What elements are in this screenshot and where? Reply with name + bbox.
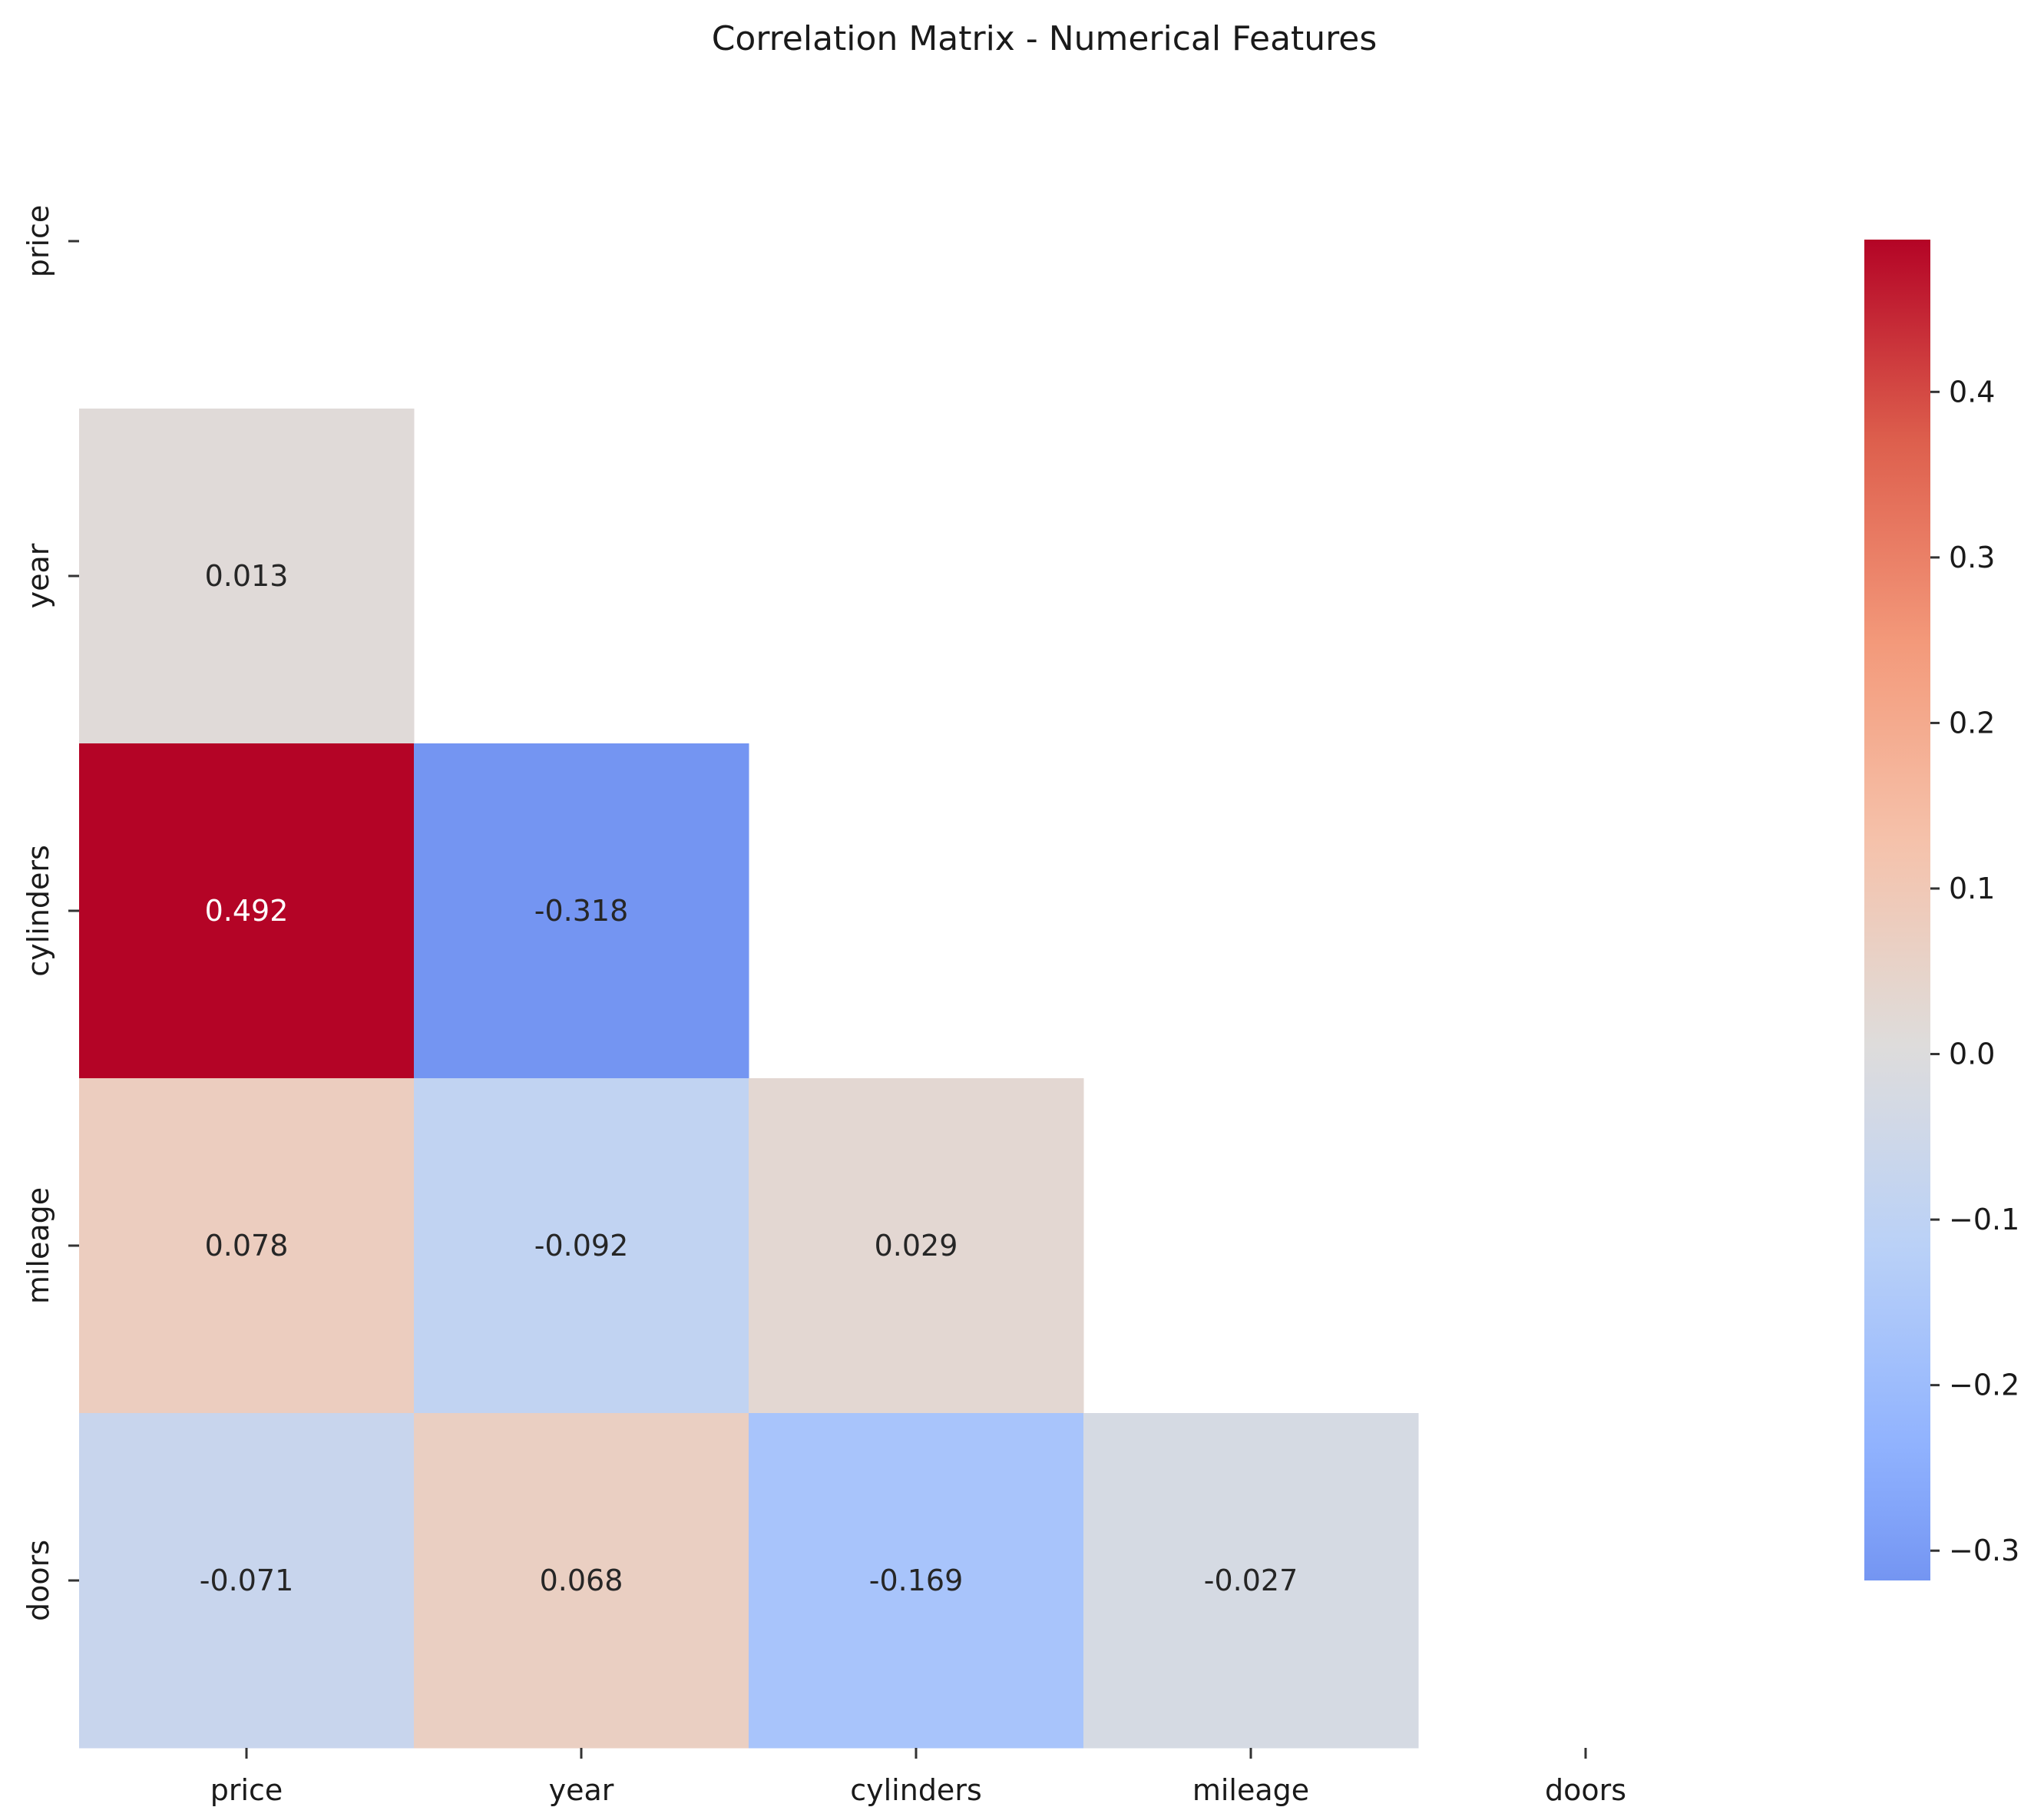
cell-value-label: 0.078	[205, 1229, 289, 1263]
y-tick-label: mileage	[21, 1187, 55, 1304]
colorbar-gradient	[1864, 240, 1930, 1580]
heatmap-cell	[414, 1078, 749, 1414]
x-tick-label: mileage	[1192, 1773, 1309, 1807]
colorbar-tick-label: 0.3	[1949, 541, 1995, 574]
colorbar-tick-label: −0.3	[1949, 1534, 2019, 1567]
heatmap-cell	[749, 1413, 1084, 1749]
chart-title: Correlation Matrix - Numerical Features	[712, 19, 1378, 58]
heatmap-cell	[79, 1413, 415, 1749]
colorbar-tick-label: 0.4	[1949, 375, 1995, 409]
x-tick-label: year	[549, 1773, 614, 1807]
y-tick-label: doors	[21, 1540, 55, 1621]
heatmap-cells: 0.013 0.492 -0.318 0.078 -0.092 0.029 -0.071 0.…	[79, 409, 1419, 1749]
colorbar-tick-label: 0.0	[1949, 1038, 1995, 1071]
cell-value-label: 0.029	[875, 1229, 958, 1263]
x-axis: price year cylinders mileage doors	[210, 1748, 1626, 1807]
colorbar-tick-label: −0.1	[1949, 1203, 2019, 1236]
heatmap-cell	[414, 1413, 749, 1749]
heatmap-cell	[749, 1078, 1084, 1414]
x-tick-label: cylinders	[850, 1773, 982, 1807]
y-tick-label: cylinders	[21, 845, 55, 977]
y-axis: price year cylinders mileage doors	[21, 205, 79, 1621]
cell-value-label: -0.169	[869, 1564, 964, 1597]
cell-value-label: -0.071	[200, 1564, 294, 1597]
cell-value-label: -0.092	[534, 1229, 629, 1263]
x-tick-label: doors	[1545, 1773, 1626, 1807]
colorbar-tick-label: 0.1	[1949, 872, 1995, 905]
colorbar-tick-label: −0.2	[1949, 1369, 2019, 1402]
cell-value-label: -0.027	[1204, 1564, 1298, 1597]
heatmap-cell	[1083, 1413, 1419, 1749]
colorbar-tick-label: 0.2	[1949, 706, 1995, 740]
cell-value-label: 0.068	[540, 1564, 623, 1597]
colorbar: −0.3 −0.2 −0.1 0.0 0.1 0.2 0.3 0.4	[1864, 240, 2019, 1580]
cell-value-label: -0.318	[534, 894, 629, 928]
heatmap-cell	[414, 743, 749, 1079]
cell-value-label: 0.013	[205, 559, 289, 593]
cell-value-label: 0.492	[205, 894, 289, 928]
heatmap-cell	[79, 409, 415, 744]
heatmap-cell	[79, 743, 415, 1079]
x-tick-label: price	[210, 1773, 283, 1807]
y-tick-label: price	[21, 205, 55, 278]
y-tick-label: year	[21, 543, 55, 608]
heatmap-cell	[79, 1078, 415, 1414]
